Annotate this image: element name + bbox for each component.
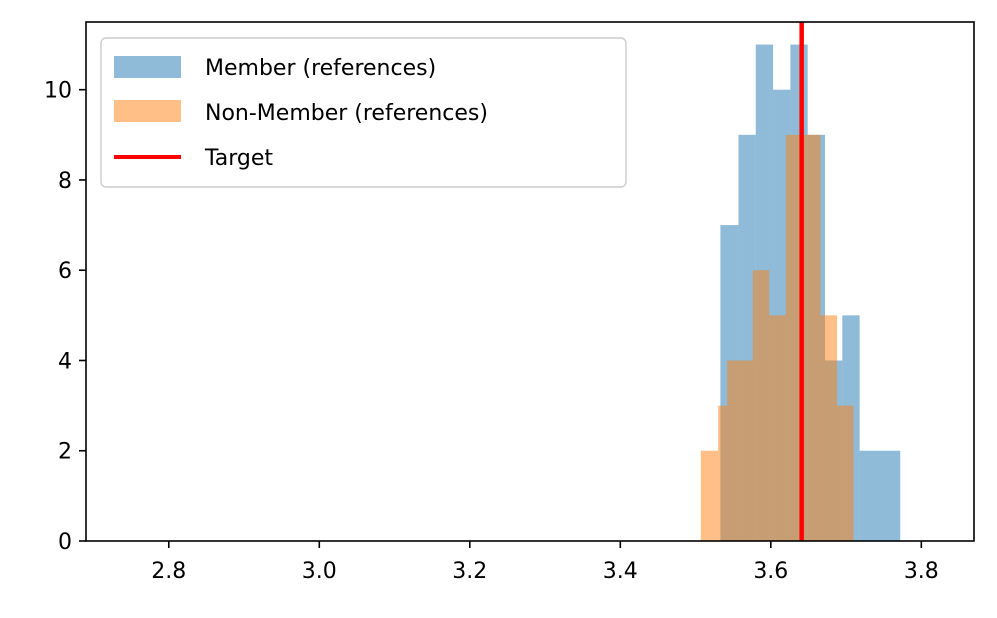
y-tick-label-2: 4 — [58, 349, 72, 374]
ticks-layer: 2.8 3.0 3.2 3.4 3.6 3.8 0 2 4 6 8 10 — [44, 79, 939, 584]
x-tick-label-1: 3.0 — [302, 559, 337, 584]
x-tick-label-5: 3.8 — [904, 559, 939, 584]
non-member-bar-5 — [785, 134, 803, 541]
non-member-bar-2 — [727, 360, 753, 541]
x-tick-label-0: 2.8 — [151, 559, 186, 584]
y-tick-label-3: 6 — [58, 259, 72, 284]
axes-frame — [85, 21, 975, 542]
member-bar-8 — [859, 450, 901, 541]
legend: Member (references) Non-Member (referenc… — [100, 37, 627, 188]
non-member-bar-1 — [718, 405, 728, 541]
legend-swatch-non-member — [114, 100, 181, 122]
y-tick-label-1: 2 — [58, 440, 72, 465]
x-tick-label-2: 3.2 — [452, 559, 487, 584]
non-member-bar-3 — [752, 270, 770, 541]
non-member-bar-4 — [769, 315, 786, 541]
legend-swatch-member — [114, 56, 181, 78]
y-tick-label-0: 0 — [58, 530, 72, 555]
non-member-bar-0 — [700, 450, 719, 541]
non-member-bar-7 — [820, 315, 838, 541]
legend-label-member: Member (references) — [205, 56, 436, 81]
legend-box — [100, 37, 627, 188]
legend-label-target: Target — [204, 146, 273, 171]
y-tick-label-5: 10 — [44, 79, 72, 104]
x-tick-label-3: 3.4 — [603, 559, 638, 584]
y-tick-label-4: 8 — [58, 169, 72, 194]
non-member-bar-8 — [837, 405, 854, 541]
x-tick-label-4: 3.6 — [753, 559, 788, 584]
legend-label-non-member: Non-Member (references) — [205, 101, 488, 126]
non-member-bar-6 — [802, 134, 821, 541]
